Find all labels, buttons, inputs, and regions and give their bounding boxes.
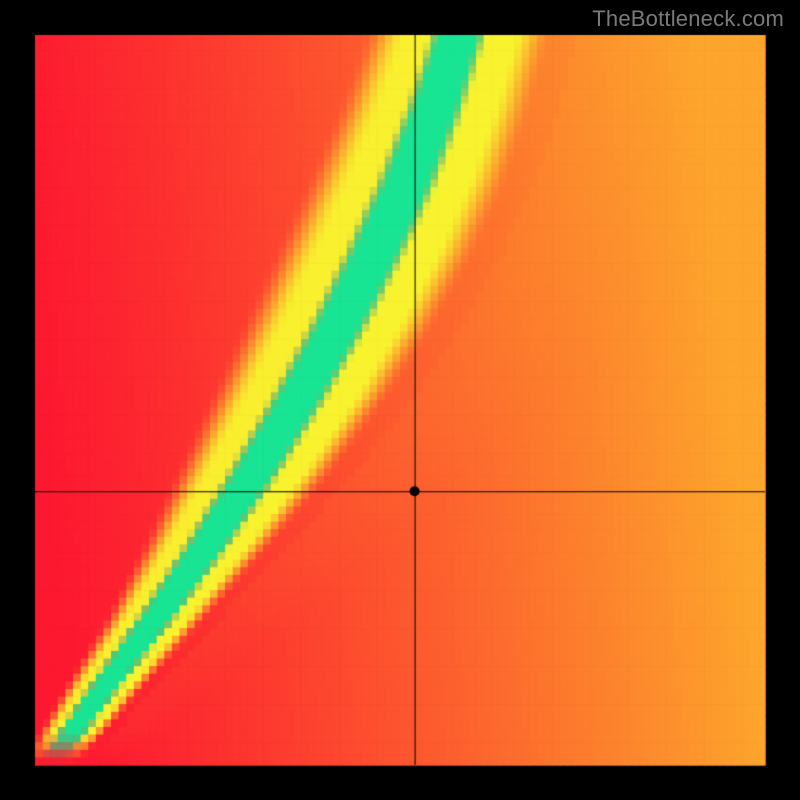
watermark-text: TheBottleneck.com [592,6,784,32]
heatmap-canvas-wrap [0,0,800,800]
heatmap-canvas [0,0,800,800]
